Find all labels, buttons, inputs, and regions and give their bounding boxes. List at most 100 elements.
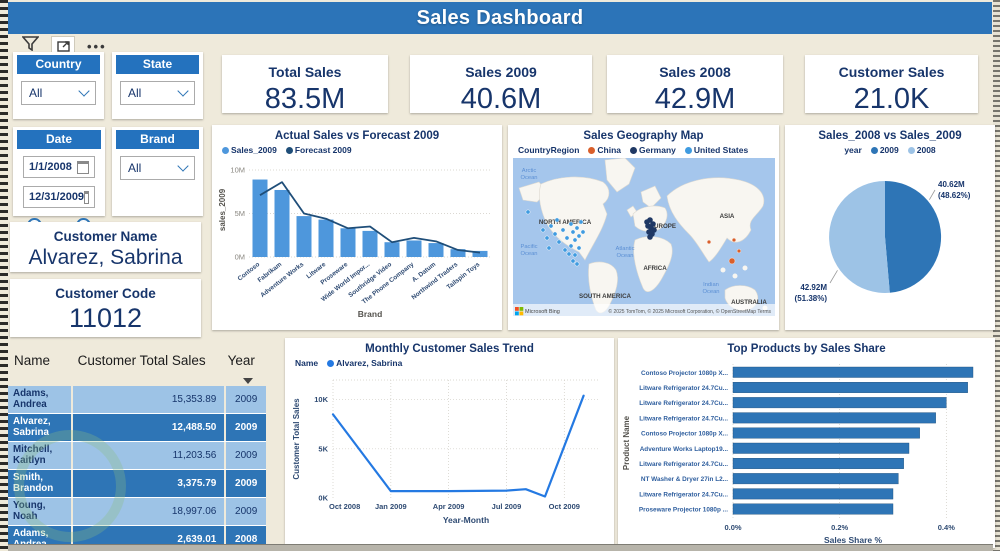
legend-item[interactable]: Germany (630, 145, 676, 155)
trend-line[interactable] (331, 394, 585, 498)
bar-product-5[interactable] (732, 442, 910, 454)
map-bubble-united-states[interactable] (566, 251, 571, 257)
filter-icon[interactable] (21, 36, 40, 56)
map-bubble-united-states[interactable] (570, 258, 575, 264)
table-row[interactable]: Mitchell, Kaitlyn 11,203.56 2009 (8, 442, 266, 470)
brand-dropdown[interactable]: All (120, 156, 195, 180)
map-bubble-united-states[interactable] (580, 229, 585, 235)
map-bubble-united-states[interactable] (556, 239, 561, 245)
cell-name: Smith, Brandon (8, 470, 74, 497)
pie-slice-2008[interactable] (829, 181, 890, 293)
more-options-icon[interactable]: ••• (87, 38, 107, 54)
y-tick-label: Proseware Projector 1080p ... (639, 507, 728, 514)
legend-swatch (907, 146, 915, 154)
bar-product-9[interactable] (732, 503, 894, 515)
monthly-trend-chart: Monthly Customer Sales Trend Name Alvarez… (285, 338, 614, 548)
map-bubble-united-states[interactable] (525, 209, 530, 215)
cell-year: 2009 (235, 450, 258, 461)
column-header-customer-total-sales[interactable]: Customer Total Sales (77, 353, 206, 368)
bar-product-7[interactable] (732, 473, 899, 485)
kpi-label: Customer Sales (838, 64, 945, 80)
bar-Tailspin Toys[interactable] (472, 250, 488, 257)
map-bubble-united-states[interactable] (568, 243, 573, 249)
map-bubble-germany[interactable] (646, 217, 653, 223)
legend-item[interactable]: China (588, 145, 621, 155)
map-legend: CountryRegion China Germany United States (508, 142, 779, 155)
map-bubble-china[interactable] (736, 248, 741, 254)
geo-label: AFRICA (643, 265, 667, 272)
geo-label: Ocean (520, 251, 537, 257)
landmass (538, 176, 609, 261)
bar-product-2[interactable] (732, 397, 947, 409)
kpi-label: Sales 2008 (659, 64, 731, 80)
map-bubble-united-states[interactable] (572, 237, 577, 243)
bar-Contoso[interactable] (252, 179, 268, 257)
pie-slice-2009[interactable] (885, 180, 942, 293)
hbar-chart-plot: Contoso Projector 1080p X... Litware Refr… (622, 364, 974, 545)
legend-item[interactable]: United States (684, 145, 748, 155)
bar-The Phone Company[interactable] (406, 240, 422, 257)
bar-Fabrikam[interactable] (274, 189, 290, 257)
date-end-input[interactable]: 12/31/2009 (23, 186, 95, 208)
bar-Litware[interactable] (318, 219, 334, 257)
sort-indicator[interactable] (230, 378, 266, 386)
bar-product-0[interactable] (732, 366, 974, 378)
map-bubble-united-states[interactable] (546, 245, 551, 251)
table-row[interactable]: Young, Noah 18,997.06 2009 (8, 498, 266, 526)
kpi-value: 83.5M (264, 83, 346, 115)
map-bubble-united-states[interactable] (552, 231, 557, 237)
legend-item[interactable]: Alvarez, Sabrina (327, 358, 402, 368)
bar-Northwind Traders[interactable] (450, 249, 466, 257)
map-bubble-united-states[interactable] (574, 225, 579, 231)
bar-product-3[interactable] (732, 412, 936, 424)
map-bubble-china[interactable] (728, 257, 735, 265)
map-bubble-china[interactable] (706, 239, 711, 245)
country-dropdown[interactable]: All (21, 81, 96, 105)
legend-item[interactable]: 2008 (907, 145, 936, 155)
map-bubble-united-states[interactable] (562, 247, 567, 253)
map-bubble-united-states[interactable] (574, 261, 579, 267)
bar-Wide World Impor...[interactable] (362, 230, 378, 257)
bar-product-4[interactable] (732, 427, 920, 439)
legend-item[interactable]: Sales_2009 (222, 145, 277, 155)
forecast-line[interactable] (259, 181, 481, 254)
bar-product-8[interactable] (732, 488, 894, 500)
table-row[interactable]: Adams, Andrea 15,353.89 2009 (8, 386, 266, 414)
map-bubble-germany[interactable] (646, 234, 653, 240)
table-row[interactable]: Alvarez, Sabrina 12,488.50 2009 (8, 414, 266, 442)
map-bubble-united-states[interactable] (560, 227, 565, 233)
y-tick-label: Contoso Projector 1080p X... (641, 431, 728, 438)
bar-Southridge Video[interactable] (384, 242, 400, 257)
state-dropdown[interactable]: All (120, 81, 195, 105)
column-header-name[interactable]: Name (14, 353, 51, 368)
chevron-down-icon (177, 85, 189, 97)
bar-product-6[interactable] (732, 457, 904, 469)
bar-product-1[interactable] (732, 382, 968, 393)
map-bubble-united-states[interactable] (544, 235, 549, 241)
map-bubble-united-states[interactable] (570, 229, 575, 235)
column-header-year[interactable]: Year (227, 353, 255, 368)
map-bubble-united-states[interactable] (578, 219, 583, 225)
date-start-input[interactable]: 1/1/2008 (23, 156, 95, 178)
bar-Adventure Works[interactable] (296, 216, 312, 257)
map-bubble-united-states[interactable] (554, 217, 559, 223)
map-bubble-united-states[interactable] (576, 245, 581, 251)
geo-label: Indian (703, 282, 719, 288)
map-bubble-united-states[interactable] (564, 235, 569, 241)
customer-code-label: Customer Code (55, 286, 156, 301)
map-bubble-united-states[interactable] (540, 227, 545, 233)
map-bubble-united-states[interactable] (572, 252, 577, 258)
table-row[interactable]: Smith, Brandon 3,375.79 2009 (8, 470, 266, 498)
legend-item[interactable]: Forecast 2009 (285, 145, 352, 155)
map-bubble-united-states[interactable] (548, 223, 553, 229)
bar-A. Datum[interactable] (428, 243, 444, 257)
map-bubble-china[interactable] (731, 237, 736, 243)
bar-Proseware[interactable] (340, 228, 356, 257)
map-bubble-united-states[interactable] (576, 233, 581, 239)
map-bubble-united-states[interactable] (568, 221, 573, 227)
map-attribution[interactable]: © 2025 TomTom, © 2025 Microsoft Corporat… (608, 308, 771, 315)
legend-swatch (870, 146, 878, 154)
focus-mode-icon[interactable] (51, 36, 75, 56)
legend-item[interactable]: 2009 (870, 145, 899, 155)
